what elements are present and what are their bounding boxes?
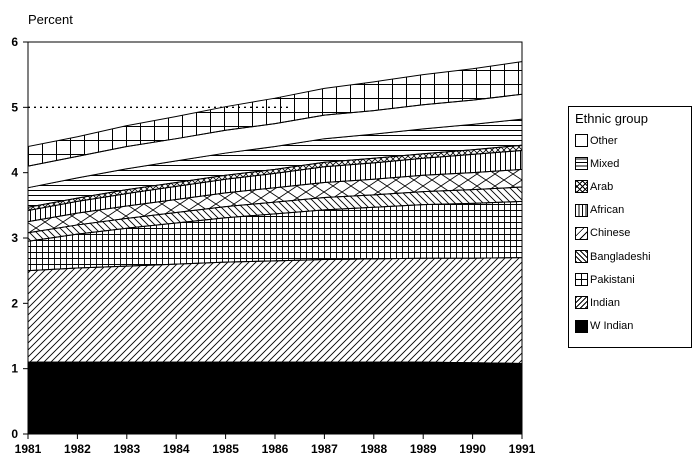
y-axis: 0 1 2 3 4 5 6: [11, 35, 28, 441]
area-layers: [27, 61, 523, 435]
y-tick-label: 2: [11, 296, 18, 310]
legend-swatch-arab: [575, 180, 588, 194]
legend-label: Bangladeshi: [590, 250, 651, 263]
x-tick-label: 1982: [64, 442, 91, 456]
legend-swatch-indian: [575, 296, 588, 310]
legend-item-arab: Arab: [575, 175, 691, 198]
legend-swatch-mixed: [575, 157, 588, 171]
legend-item-african: African: [575, 199, 691, 222]
y-tick-label: 5: [11, 100, 18, 114]
legend-swatch-other: [575, 134, 588, 148]
x-tick-label: 1990: [459, 442, 486, 456]
area-w-indian: [27, 361, 523, 435]
legend: Ethnic group Other Mixed Arab African Chines…: [568, 106, 692, 348]
legend-swatch-bangladeshi: [575, 250, 588, 264]
x-tick-label: 1988: [360, 442, 387, 456]
legend-item-mixed: Mixed: [575, 152, 691, 175]
legend-label: Chinese: [590, 227, 631, 240]
y-axis-label: Percent: [28, 12, 73, 27]
legend-item-pakistani: Pakistani: [575, 268, 691, 291]
x-tick-label: 1985: [212, 442, 239, 456]
area-indian: [27, 257, 523, 364]
legend-swatch-w-indian: [575, 319, 588, 333]
legend-swatch-african: [575, 203, 588, 217]
x-tick-label: 1983: [113, 442, 140, 456]
y-tick-label: 6: [11, 35, 18, 49]
x-axis: 1981 1982 1983 1984 1985 1986 1987 1988 1989 1990…: [15, 434, 536, 456]
x-tick-label: 1991: [509, 442, 536, 456]
legend-item-w-indian: W Indian: [575, 315, 691, 338]
legend-label: Pakistani: [590, 273, 635, 286]
x-tick-label: 1987: [311, 442, 338, 456]
legend-swatch-chinese: [575, 226, 588, 240]
legend-swatch-pakistani: [575, 273, 588, 287]
legend-label: W Indian: [590, 320, 634, 333]
y-tick-label: 1: [11, 362, 18, 376]
legend-label: African: [590, 204, 625, 217]
legend-label: Arab: [590, 180, 614, 193]
x-tick-label: 1986: [262, 442, 289, 456]
x-tick-label: 1989: [410, 442, 437, 456]
y-tick-label: 4: [11, 166, 18, 180]
x-tick-label: 1981: [15, 442, 42, 456]
y-tick-label: 3: [11, 231, 18, 245]
legend-item-chinese: Chinese: [575, 222, 691, 245]
legend-item-bangladeshi: Bangladeshi: [575, 245, 691, 268]
legend-label: Indian: [590, 296, 620, 309]
y-tick-label: 0: [11, 427, 18, 441]
legend-label: Mixed: [590, 157, 620, 170]
legend-title: Ethnic group: [575, 111, 648, 126]
legend-item-indian: Indian: [575, 291, 691, 314]
x-tick-label: 1984: [163, 442, 190, 456]
legend-label: Other: [590, 134, 618, 147]
legend-item-other: Other: [575, 129, 691, 152]
